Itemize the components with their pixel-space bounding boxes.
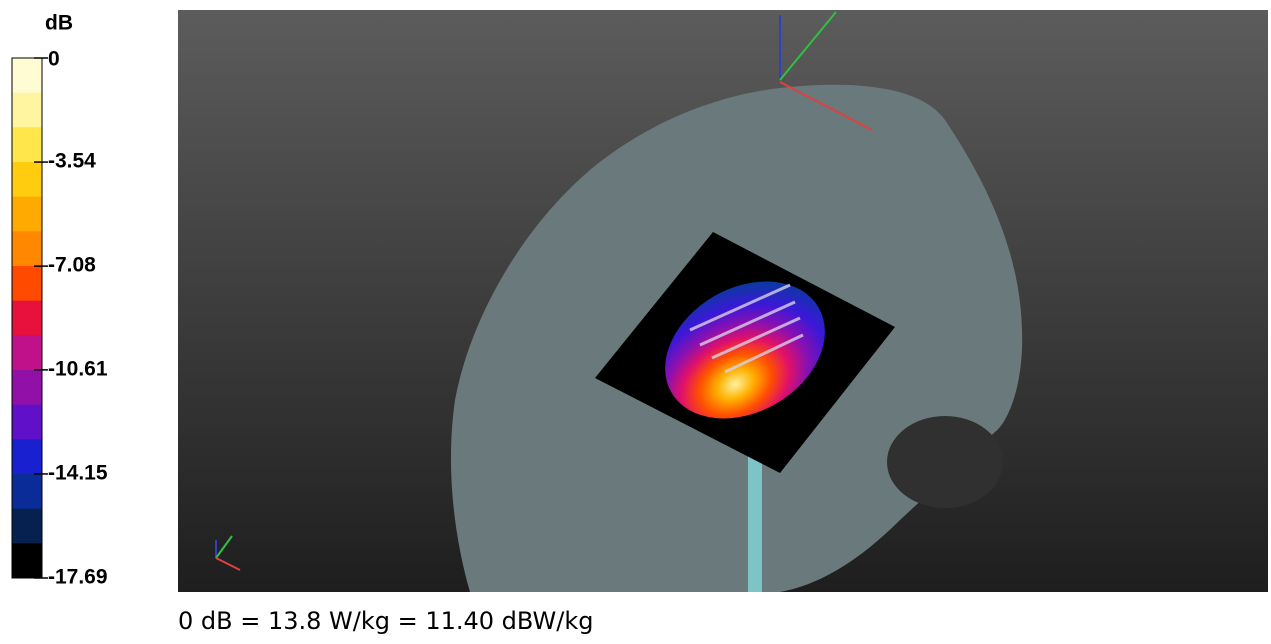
colorbar-band [12, 58, 42, 94]
sar-ridges [689, 283, 804, 374]
colorbar-band [12, 370, 42, 406]
colorbar-band [12, 335, 42, 371]
colorbar-band [12, 92, 42, 128]
colorbar-tick-label: -7.08 [48, 254, 96, 277]
colorbar-frame [11, 57, 43, 579]
colorbar-band [12, 404, 42, 440]
colorbar-band [12, 300, 42, 336]
colorbar-band [12, 127, 42, 163]
colorbar-tick-label: -10.61 [48, 357, 108, 380]
axis-triad [779, 11, 873, 131]
colorbar-band [12, 196, 42, 232]
colorbar-band [12, 266, 42, 302]
sar-distribution [665, 281, 825, 419]
colorbar-band [12, 543, 42, 579]
caption: 0 dB = 13.8 W/kg = 11.40 dBW/kg [178, 607, 593, 635]
mini-triad [215, 535, 241, 571]
ear-cutout [887, 416, 1003, 508]
feed-stem [748, 455, 762, 592]
colorbar-band [12, 474, 42, 510]
colorbar-band [12, 508, 42, 544]
viewport [178, 10, 1268, 593]
colorbar: 0 -3.54 -7.08 -10.61 -14.15 -17.69 [11, 48, 108, 589]
colorbar-tick-label: -17.69 [48, 566, 108, 589]
colorbar-tick-label: -3.54 [48, 150, 96, 173]
colorbar-tick-label: 0 [48, 48, 60, 71]
colorbar-tick-label: -14.15 [48, 461, 108, 484]
colorbar-band [12, 439, 42, 475]
colorbar-unit: dB [45, 12, 73, 35]
colorbar-band [12, 231, 42, 267]
colorbar-band [12, 162, 42, 198]
